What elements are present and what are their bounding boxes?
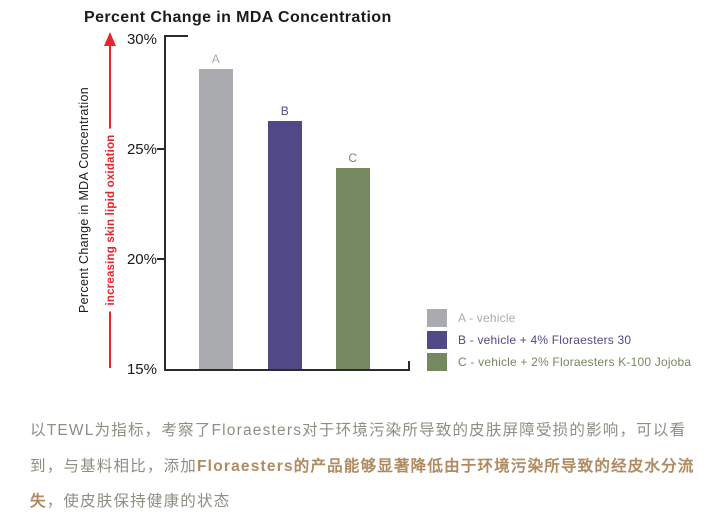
legend-swatch bbox=[427, 309, 447, 327]
legend-label: B - vehicle + 4% Floraesters 30 bbox=[458, 333, 632, 347]
x-axis-line bbox=[164, 369, 410, 371]
y-tick-label: 15% bbox=[126, 361, 157, 378]
bar-b bbox=[268, 121, 302, 369]
description-line: 失，使皮肤保持健康的状态 bbox=[30, 484, 712, 520]
bar-c bbox=[336, 168, 370, 369]
y-axis-title: Percent Change in MDA Concentration bbox=[77, 87, 91, 313]
axis-tick-30 bbox=[164, 35, 188, 37]
bar-label-a: A bbox=[211, 52, 221, 66]
bar-a bbox=[199, 69, 233, 369]
legend-swatch bbox=[427, 353, 447, 371]
y-tick-label: 20% bbox=[126, 251, 157, 268]
axis-tick-end bbox=[408, 361, 410, 369]
description-line: 到，与基料相比，添加Floraesters的产品能够显著降低由于环境污染所导致的… bbox=[30, 449, 712, 485]
legend-label: C - vehicle + 2% Floraesters K-100 Jojob… bbox=[458, 355, 692, 369]
text-segment: 以TEWL为指标，考察了Floraesters对于环境污染所导致的皮肤屏障受损的… bbox=[30, 422, 687, 439]
bar-label-b: B bbox=[280, 104, 290, 118]
description: 以TEWL为指标，考察了Floraesters对于环境污染所导致的皮肤屏障受损的… bbox=[30, 413, 712, 520]
y-axis-line bbox=[164, 35, 166, 371]
bar-label-c: C bbox=[348, 151, 358, 165]
legend-swatch bbox=[427, 331, 447, 349]
legend-label: A - vehicle bbox=[458, 311, 516, 325]
text-segment-bold: Floraesters的产品能够显著降低由于环境污染所导致的经皮水分流 bbox=[197, 457, 695, 475]
text-segment: 到，与基料相比，添加 bbox=[30, 457, 198, 475]
chart-title: Percent Change in MDA Concentration bbox=[84, 9, 392, 26]
arrow-up-icon bbox=[104, 32, 116, 46]
description-line: 以TEWL为指标，考察了Floraesters对于环境污染所导致的皮肤屏障受损的… bbox=[30, 413, 712, 449]
y-tick-label: 25% bbox=[126, 141, 157, 158]
text-segment-bold: 失 bbox=[30, 493, 47, 510]
text-segment: ，使皮肤保持健康的状态 bbox=[46, 493, 231, 510]
axis-tick-20 bbox=[157, 258, 164, 260]
axis-tick-25 bbox=[157, 148, 164, 150]
y-tick-label: 30% bbox=[126, 31, 157, 48]
